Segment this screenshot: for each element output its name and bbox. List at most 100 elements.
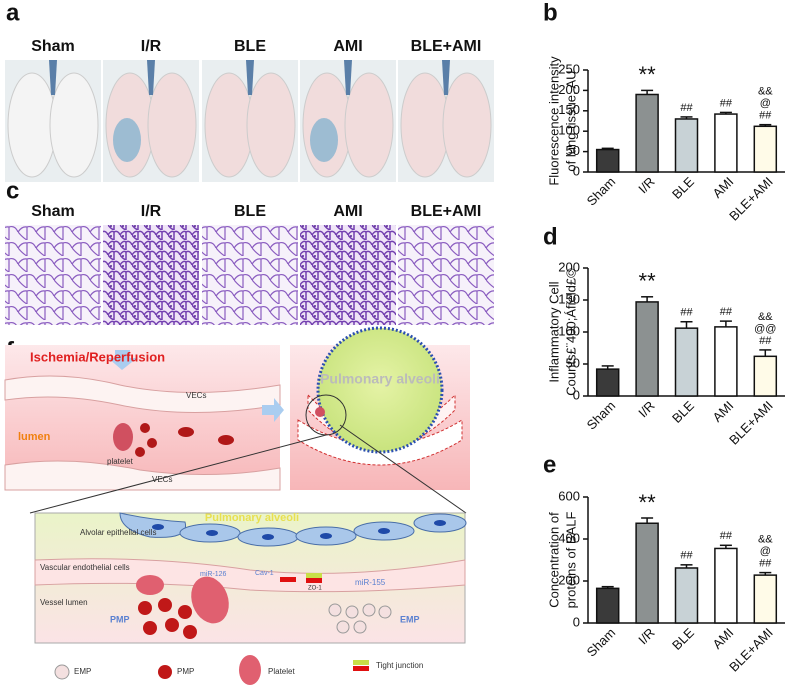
diagram-label: platelet (107, 457, 134, 466)
legend-label: PMP (177, 667, 194, 676)
y-axis-label: Counts£¨400;Áfield£© (563, 268, 578, 396)
significance-mark: ## (759, 335, 772, 347)
bar (714, 113, 738, 173)
x-tick-label: I/R (635, 625, 657, 647)
significance-mark: ## (759, 558, 772, 570)
lung-lobe (246, 72, 296, 178)
bar (714, 547, 738, 624)
y-tick-label: 0 (573, 387, 580, 402)
significance-mark: @@ (754, 323, 776, 335)
y-tick-label: 100 (558, 323, 580, 338)
significance-mark: ## (720, 530, 733, 542)
y-axis-label: Inflammatory Cell (546, 281, 561, 382)
photo-label: BLE+AMI (411, 38, 482, 55)
diagram-label: Pulmonary alveoli (205, 512, 299, 524)
lung-lobe (7, 72, 57, 178)
x-tick-label: I/R (635, 174, 657, 196)
histology-image (398, 225, 494, 325)
bar (595, 368, 620, 397)
histology-images: Sham I/R BLE AMI BLE+AMI (5, 203, 494, 325)
diagram-label: PMP (110, 614, 130, 624)
diagram-label: Vessel lumen (40, 598, 88, 607)
significance-mark: && (758, 534, 773, 546)
y-tick-label: 50 (566, 143, 580, 158)
vec-layer (4, 375, 281, 413)
trachea (442, 60, 450, 95)
y-tick-label: 600 (558, 488, 580, 503)
x-tick-label: Sham (584, 174, 619, 209)
bar (635, 522, 659, 624)
histology-image (5, 225, 101, 325)
diagram-label: miR-155 (355, 578, 386, 587)
lung-lobe (400, 72, 450, 178)
histology-label: I/R (141, 203, 162, 220)
trachea (49, 60, 57, 95)
significance-mark: && (758, 311, 773, 323)
x-tick-label: BLE (669, 398, 697, 426)
y-axis-label: Fluorescence intensity (546, 56, 561, 186)
histology-label: BLE+AMI (411, 203, 482, 220)
significance-mark: ## (720, 97, 733, 109)
diagram-label: EMP (400, 614, 420, 624)
diagram-label: ZO-1 (308, 586, 322, 592)
y-tick-label: 0 (573, 163, 580, 178)
bar (635, 301, 659, 397)
platelet (113, 423, 133, 451)
y-axis-label: proteins of BALF (563, 512, 578, 609)
bar (595, 587, 620, 624)
diagram-label: Pulmonary alveoli (320, 371, 440, 387)
alveolus (316, 326, 444, 454)
photo-label: I/R (141, 38, 162, 55)
lung-lobe (49, 72, 99, 178)
bar (674, 118, 699, 173)
x-tick-label: BLE+AMI (726, 174, 776, 224)
x-tick-label: Sham (584, 398, 619, 433)
panel-label: e (543, 451, 556, 478)
diagram-label: VECs (152, 475, 172, 484)
significance-mark: ## (720, 306, 733, 318)
x-tick-label: AMI (709, 625, 736, 652)
lung-lobe (344, 72, 394, 178)
diagram-label: Alvolar epithelial cells (80, 528, 156, 537)
significance-mark: ## (759, 110, 772, 122)
x-tick-label: AMI (709, 398, 736, 425)
histology-image (103, 225, 199, 325)
diagram-label: lumen (18, 431, 51, 443)
trachea (246, 60, 254, 95)
diagram-label: miR-126 (200, 571, 227, 578)
lung-lobe (442, 72, 492, 178)
vec-layer (4, 460, 281, 491)
panel-label: d (543, 223, 558, 250)
lung-lobe (204, 72, 254, 178)
bar (753, 574, 778, 624)
x-tick-label: BLE+AMI (726, 398, 776, 448)
x-tick-label: Sham (584, 625, 619, 660)
panel-label: a (6, 0, 20, 26)
photo-label: AMI (333, 38, 362, 55)
y-tick-label: 150 (558, 102, 580, 117)
stain (113, 118, 141, 162)
trachea (344, 60, 352, 95)
x-tick-label: BLE (669, 625, 697, 653)
histology-label: Sham (31, 203, 75, 220)
photo-label: Sham (31, 38, 75, 55)
significance-mark: ## (680, 102, 693, 114)
histology-image (300, 225, 396, 325)
legend-label: Platelet (268, 667, 295, 676)
diagram-label: VECs (186, 391, 206, 400)
diagram-title: Ischemia/Reperfusion (30, 349, 165, 364)
histology-label: AMI (333, 203, 362, 220)
stain (310, 118, 338, 162)
charts: Fluorescence intensity of lung tissue, AU… (546, 56, 785, 675)
y-tick-label: 400 (558, 530, 580, 545)
bar (753, 355, 778, 397)
y-tick-label: 250 (558, 61, 580, 76)
lung-lobe (147, 72, 197, 178)
bar (753, 125, 778, 173)
x-tick-label: I/R (635, 398, 657, 420)
diagram-label: Vascular endothelial cells (40, 563, 130, 572)
histology-image (202, 225, 298, 325)
lung-photos: Sham I/R BLE AMI BLE+AMI (5, 38, 494, 182)
legend-label: EMP (74, 667, 91, 676)
